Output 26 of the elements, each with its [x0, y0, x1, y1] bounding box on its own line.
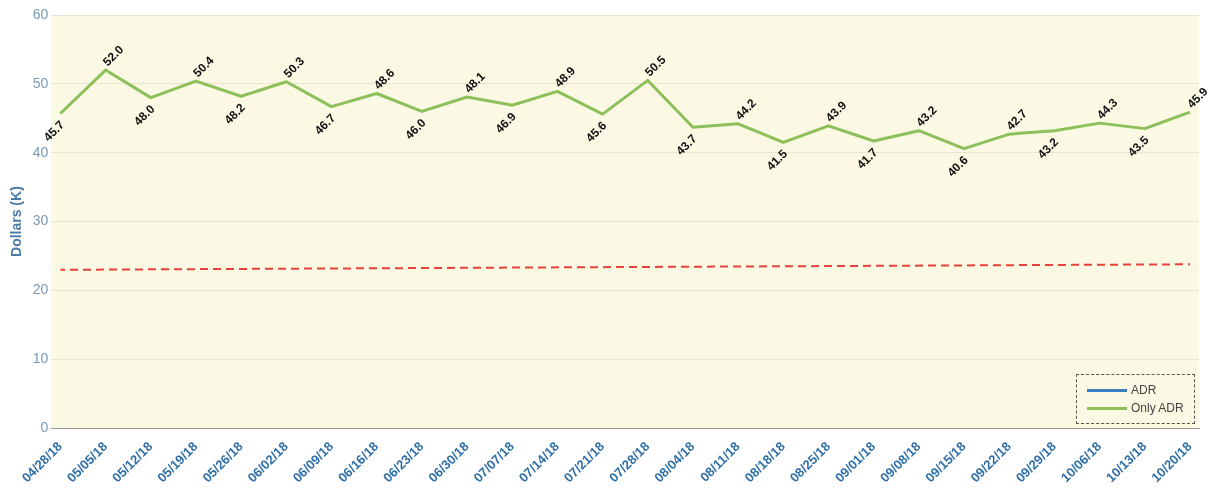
data-label: 52.0 — [99, 42, 127, 69]
data-label: 48.9 — [551, 63, 579, 91]
data-label: 43.5 — [1125, 132, 1152, 160]
data-label: 48.6 — [370, 65, 398, 93]
data-label: 43.2 — [913, 102, 940, 130]
legend-label: ADR — [1131, 383, 1157, 398]
y-axis-title: Dollars (K) — [8, 186, 25, 257]
data-label: 46.9 — [492, 109, 520, 136]
y-tick-label: 50 — [32, 74, 49, 91]
y-tick-label: 60 — [32, 5, 49, 22]
data-label: 43.9 — [822, 97, 850, 125]
y-tick-label: 30 — [32, 212, 49, 229]
data-label: 48.0 — [131, 101, 158, 129]
data-label: 43.2 — [1034, 134, 1062, 162]
data-label: 46.0 — [402, 115, 429, 143]
y-tick-label: 10 — [32, 350, 49, 367]
y-tick-label: 20 — [32, 281, 49, 298]
data-label: 44.2 — [732, 95, 760, 123]
data-label: 45.9 — [1184, 84, 1211, 111]
data-label: 40.6 — [944, 152, 971, 180]
data-label: 43.7 — [673, 131, 700, 158]
data-label: 41.7 — [853, 145, 881, 172]
y-tick-label: 0 — [40, 419, 49, 436]
y-tick-label: 40 — [32, 143, 49, 160]
data-label: 48.1 — [461, 69, 488, 96]
legend-label: Only ADR — [1131, 401, 1184, 416]
